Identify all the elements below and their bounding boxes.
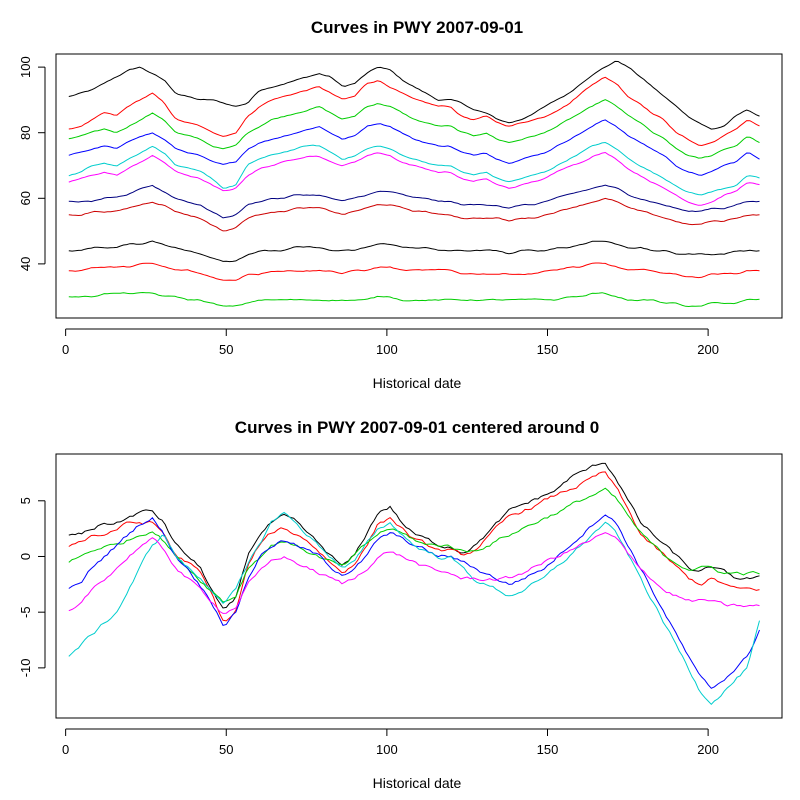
- axes-layer: 0 50 100 150 200 -10 -5 0 5: [18, 497, 719, 757]
- series-layer: [68, 462, 760, 706]
- series-line: [68, 119, 760, 176]
- y-tick-label: 80: [18, 125, 33, 139]
- series-layer: [68, 60, 760, 308]
- y-tick-label: 40: [18, 257, 33, 271]
- x-tick-label: 100: [376, 742, 398, 757]
- series-line: [68, 240, 760, 263]
- x-tick-label: 50: [219, 342, 233, 357]
- x-tick-label: 200: [697, 742, 719, 757]
- series-line: [68, 76, 760, 147]
- plot-box: [55, 53, 783, 319]
- y-tick-label: -10: [18, 658, 33, 677]
- x-tick-label: 200: [697, 342, 719, 357]
- chart-title: Curves in PWY 2007-09-01: [311, 18, 523, 37]
- series-line: [68, 262, 760, 281]
- x-tick-label: 0: [62, 742, 69, 757]
- y-tick-label: 100: [18, 56, 33, 78]
- x-tick-label: 150: [537, 742, 559, 757]
- x-tick-label: 50: [219, 742, 233, 757]
- bottom-chart: Curves in PWY 2007-09-01 centered around…: [18, 418, 783, 791]
- series-line: [68, 532, 760, 614]
- series-line: [68, 184, 760, 219]
- x-tick-label: 0: [62, 342, 69, 357]
- x-tick-label: 100: [376, 342, 398, 357]
- series-line: [68, 141, 760, 196]
- y-tick-label: -5: [18, 606, 33, 618]
- axes-layer: 0 50 100 150 200 40 60 80 100: [18, 56, 719, 357]
- series-line: [68, 511, 760, 706]
- series-line: [68, 291, 760, 308]
- series-line: [68, 60, 760, 130]
- chart-title: Curves in PWY 2007-09-01 centered around…: [235, 418, 599, 437]
- series-line: [68, 197, 760, 232]
- x-axis-label: Historical date: [373, 375, 462, 391]
- series-line: [68, 514, 760, 689]
- x-axis-label: Historical date: [373, 775, 462, 791]
- series-line: [68, 151, 760, 206]
- y-tick-label: 60: [18, 191, 33, 205]
- plot-box: [55, 453, 783, 719]
- series-line: [68, 99, 760, 159]
- series-line: [68, 471, 760, 622]
- y-tick-label: 5: [18, 497, 33, 504]
- top-chart: Curves in PWY 2007-09-01 0 50 100 150 200 40 6…: [18, 18, 783, 391]
- y-tick-label: 0: [18, 553, 33, 560]
- x-tick-label: 150: [537, 342, 559, 357]
- series-line: [68, 462, 760, 609]
